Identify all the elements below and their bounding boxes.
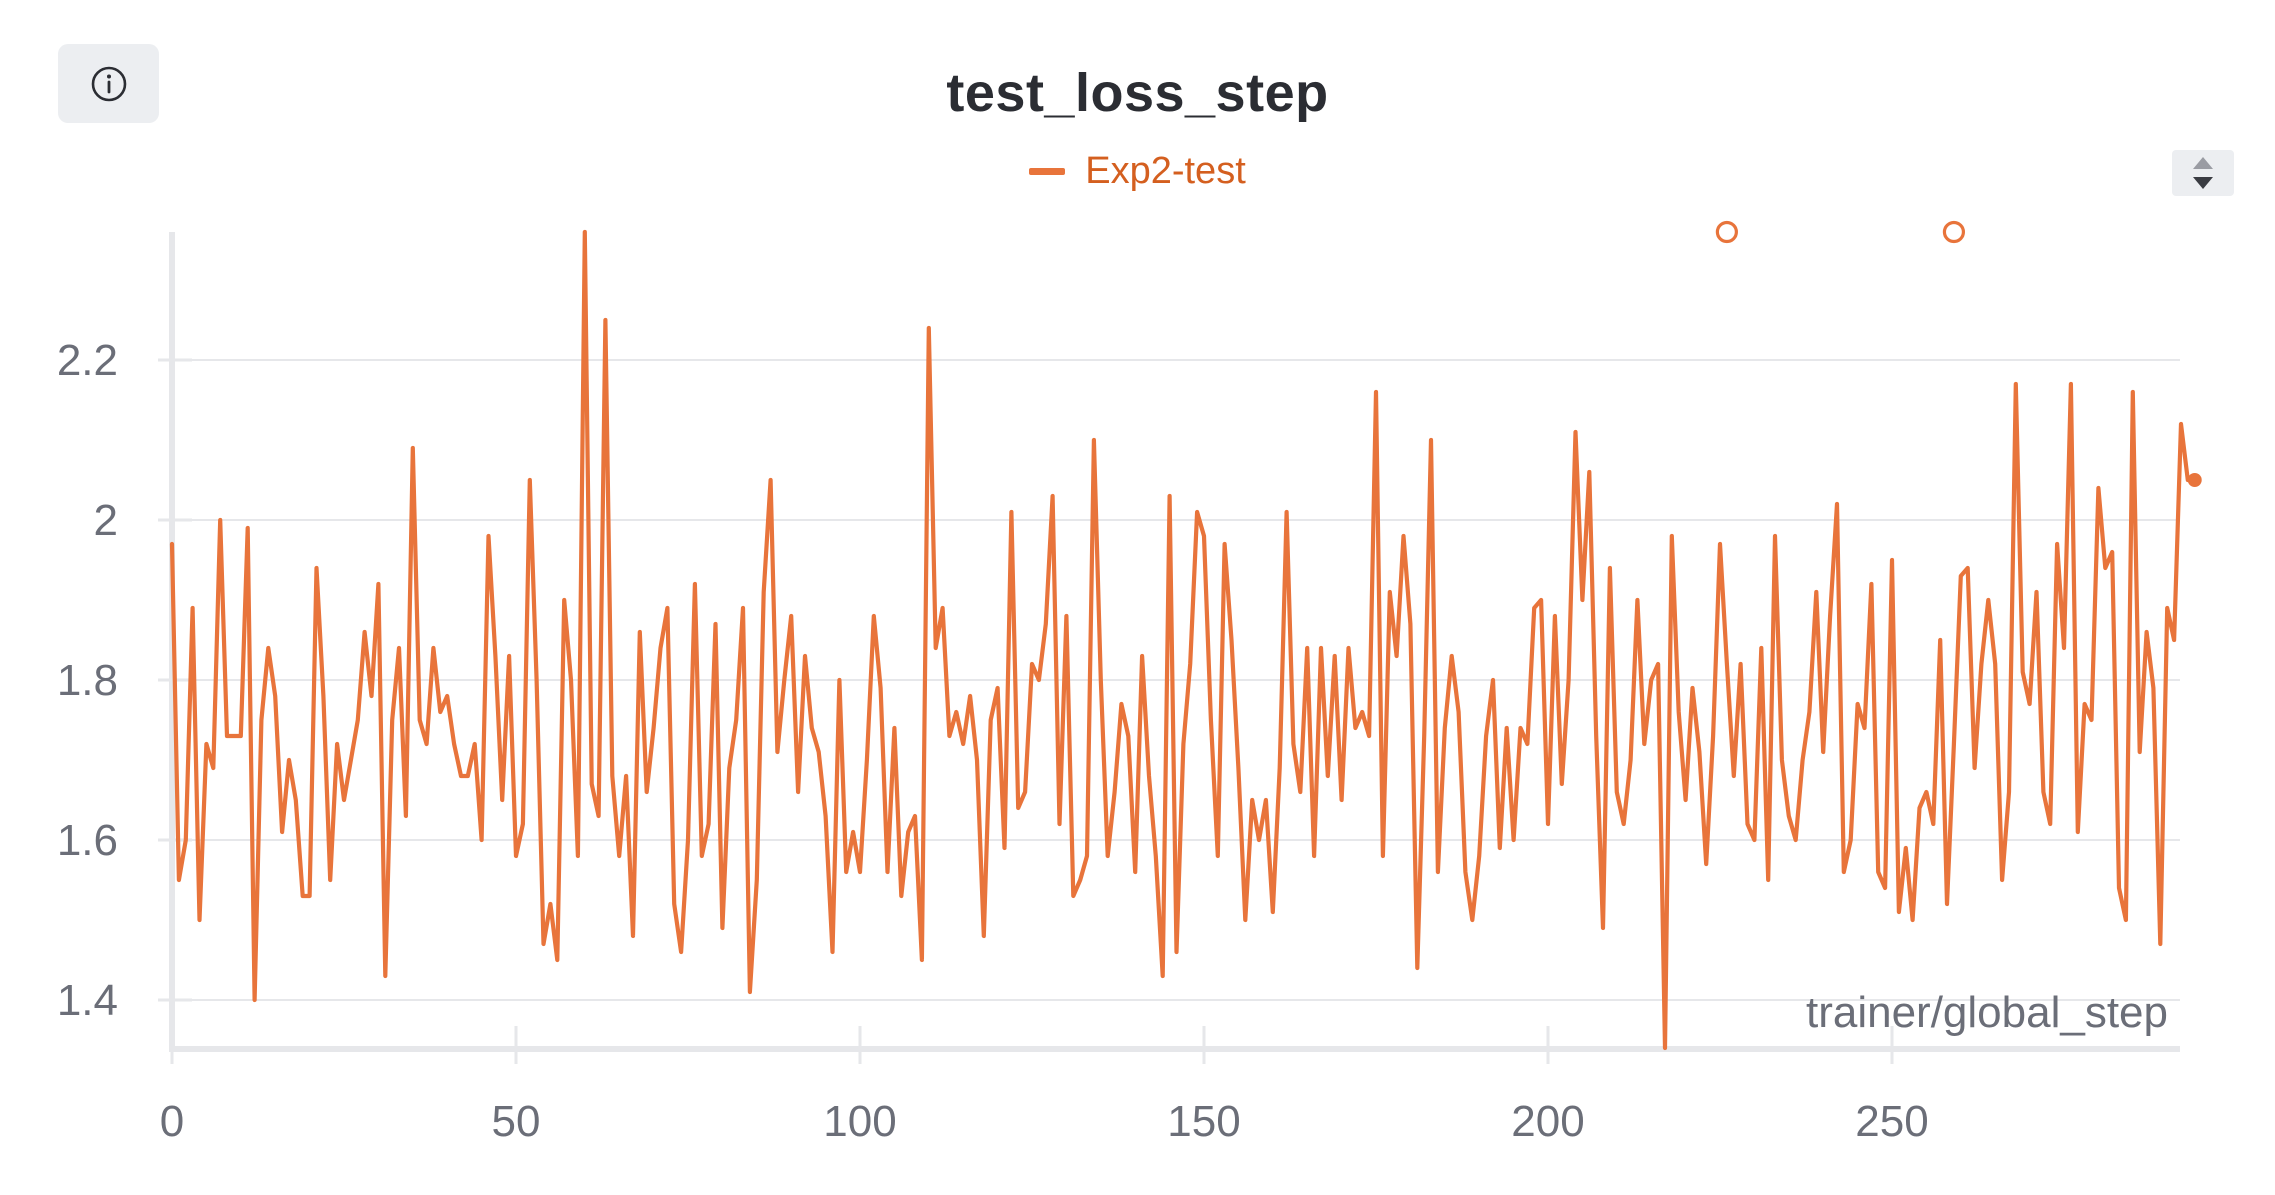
legend: Exp2-test — [0, 150, 2275, 193]
legend-swatch — [1029, 168, 1066, 175]
x-tick-label: 100 — [823, 1097, 896, 1146]
up-down-arrows-icon — [2193, 157, 2213, 189]
y-tick-label: 2.2 — [57, 336, 118, 385]
y-tick-label: 2 — [94, 496, 118, 545]
outlier-marker — [1715, 220, 1738, 244]
last-point-marker — [2187, 473, 2202, 487]
legend-pager[interactable] — [2172, 150, 2234, 196]
y-tick-label: 1.6 — [57, 816, 118, 865]
y-tick-label: 1.4 — [57, 976, 118, 1025]
x-tick-label: 0 — [160, 1097, 184, 1146]
x-tick-labels: 0 50 100 150 200 250 — [160, 1097, 1929, 1146]
x-axis-label: trainer/global_step — [1806, 988, 2168, 1037]
series-layer — [169, 220, 2202, 1051]
x-tick-label: 200 — [1511, 1097, 1584, 1146]
x-tick-label: 150 — [1167, 1097, 1240, 1146]
legend-item[interactable]: Exp2-test — [1029, 150, 1246, 193]
chart-title: test_loss_step — [946, 63, 1329, 123]
x-tick-label: 250 — [1855, 1097, 1928, 1146]
y-tick-label: 1.8 — [57, 656, 118, 705]
info-icon — [91, 66, 126, 101]
y-tick-labels: 1.4 1.6 1.8 2 2.2 — [57, 336, 118, 1025]
legend-label: Exp2-test — [1085, 150, 1246, 192]
outlier-marker — [1942, 220, 1966, 244]
info-button[interactable] — [58, 44, 159, 123]
series-line-exp2-test — [169, 229, 2197, 1051]
x-tick-label: 50 — [492, 1097, 541, 1146]
